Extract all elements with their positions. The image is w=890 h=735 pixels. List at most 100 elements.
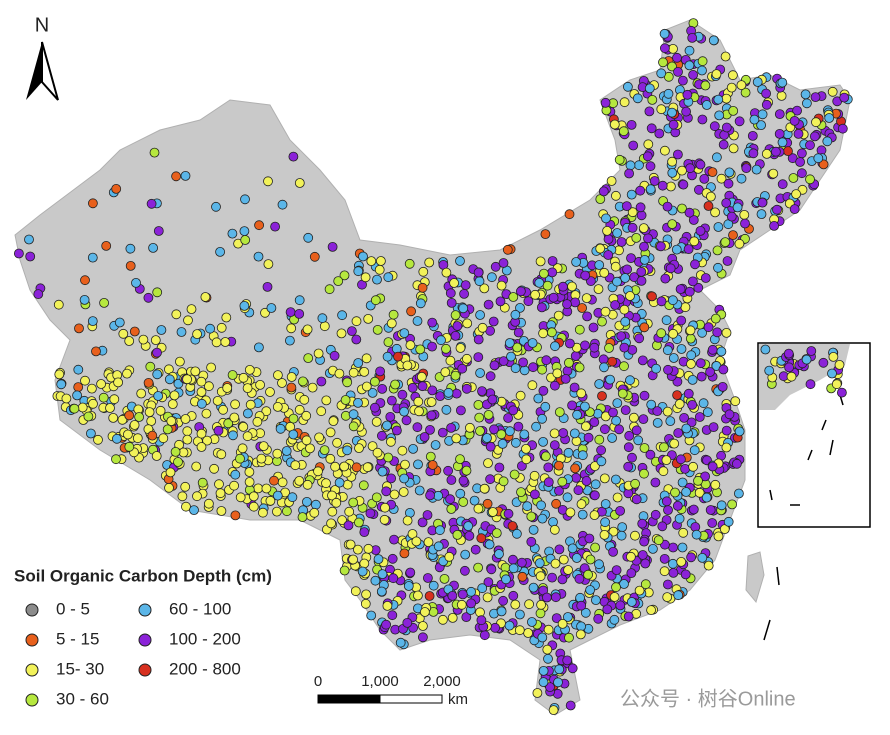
sample-point	[689, 236, 700, 247]
sample-point	[345, 539, 356, 550]
sample-point	[425, 451, 436, 462]
sample-point	[558, 554, 569, 565]
sample-point	[661, 455, 672, 466]
sample-point	[697, 56, 708, 67]
sample-point	[360, 272, 371, 283]
sample-point	[261, 483, 272, 494]
sample-point	[827, 86, 838, 97]
sample-point	[553, 310, 564, 321]
legend-title: Soil Organic Carbon Depth (cm)	[14, 566, 272, 585]
sample-point	[419, 607, 430, 617]
sample-point	[637, 355, 648, 366]
sample-point	[541, 451, 551, 462]
sample-point	[810, 131, 820, 142]
sample-point	[824, 113, 835, 123]
scale-unit: km	[448, 691, 468, 708]
sample-point	[131, 277, 141, 288]
sample-point	[446, 475, 457, 485]
sample-point	[547, 267, 558, 278]
sample-point	[626, 253, 636, 264]
sample-point	[213, 425, 224, 436]
sample-point	[639, 241, 649, 252]
sample-point	[672, 52, 682, 63]
sample-point	[713, 94, 724, 105]
sample-point	[554, 407, 565, 418]
sample-point	[752, 77, 763, 87]
sample-point	[543, 653, 553, 664]
sample-point	[143, 292, 154, 303]
sample-point	[370, 575, 381, 586]
sample-point	[475, 368, 486, 378]
sample-point	[509, 469, 520, 480]
sample-point	[633, 435, 644, 446]
sample-point	[599, 473, 610, 484]
sample-point	[567, 663, 578, 674]
sample-point	[670, 487, 680, 498]
sample-point	[377, 569, 388, 579]
sample-point	[459, 288, 470, 299]
legend-label: 100 - 200	[169, 629, 241, 648]
sample-point	[242, 408, 253, 419]
sample-point	[529, 470, 540, 481]
sample-point	[321, 395, 332, 406]
sample-point	[523, 296, 534, 307]
sample-point	[230, 510, 241, 521]
sample-point	[192, 491, 202, 502]
sample-point	[367, 387, 378, 398]
sample-point	[353, 517, 364, 528]
sample-point	[129, 420, 140, 430]
sample-point	[801, 354, 812, 365]
sample-point	[87, 383, 97, 394]
sample-point	[455, 256, 465, 266]
sample-point	[507, 521, 518, 531]
sample-point	[422, 510, 433, 520]
sample-point	[362, 462, 373, 473]
sample-point	[728, 143, 739, 154]
sample-point	[551, 613, 562, 623]
sample-point	[574, 324, 585, 335]
sample-point	[386, 395, 397, 406]
sample-point	[443, 465, 454, 476]
sample-point	[359, 558, 370, 569]
sample-point	[321, 478, 331, 489]
sample-point	[600, 499, 611, 509]
sample-point	[437, 427, 448, 438]
sample-point	[228, 430, 238, 441]
sample-point	[800, 89, 811, 100]
sample-point	[309, 251, 320, 262]
sample-point	[330, 461, 341, 472]
sample-point	[426, 410, 437, 421]
sample-point	[417, 632, 428, 643]
scale-label: 2,000	[423, 673, 461, 690]
sample-point	[253, 483, 264, 494]
sample-point	[182, 374, 193, 385]
sample-point	[416, 371, 427, 382]
sample-point	[721, 198, 732, 208]
sample-point	[610, 261, 621, 272]
sample-point	[662, 345, 673, 356]
sample-point	[593, 284, 604, 295]
sample-point	[405, 340, 416, 351]
sample-point	[446, 297, 457, 308]
sample-point	[557, 619, 568, 629]
sample-point	[518, 357, 528, 368]
sample-point	[646, 605, 656, 615]
sample-point	[309, 507, 320, 518]
sample-point	[458, 475, 469, 486]
sample-point	[696, 371, 707, 382]
sample-point	[319, 445, 330, 456]
sample-point	[340, 410, 351, 421]
sample-point	[576, 499, 587, 510]
sample-point	[474, 412, 485, 423]
sample-point	[777, 77, 788, 88]
sample-point	[337, 515, 348, 525]
sample-point	[663, 505, 673, 516]
sample-point	[490, 261, 501, 272]
sample-point	[383, 337, 394, 348]
sample-point	[709, 121, 720, 132]
sample-point	[672, 390, 682, 401]
sample-point	[597, 316, 607, 327]
sample-point	[239, 226, 250, 237]
sample-point	[656, 296, 667, 307]
